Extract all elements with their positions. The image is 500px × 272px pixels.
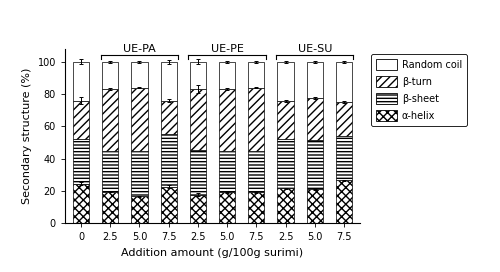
Bar	[160, 187, 176, 223]
Text: UE-SU: UE-SU	[298, 44, 332, 54]
Bar	[248, 62, 264, 88]
Bar	[336, 62, 352, 102]
Bar	[219, 89, 235, 150]
Bar	[190, 62, 206, 89]
Bar	[219, 150, 235, 192]
Bar	[336, 136, 352, 180]
Bar	[160, 62, 176, 101]
Bar	[73, 139, 89, 184]
Bar	[306, 189, 323, 223]
Text: UE-PE: UE-PE	[210, 44, 244, 54]
Legend: Random coil, β-turn, β-sheet, α-helix: Random coil, β-turn, β-sheet, α-helix	[371, 54, 467, 126]
Bar	[248, 192, 264, 223]
Bar	[160, 134, 176, 187]
Bar	[278, 188, 293, 223]
Bar	[102, 89, 118, 151]
Bar	[132, 196, 148, 223]
Bar	[190, 150, 206, 195]
Bar	[336, 180, 352, 223]
Bar	[278, 101, 293, 139]
Bar	[132, 62, 148, 88]
X-axis label: Addition amount (g/100g surimi): Addition amount (g/100g surimi)	[122, 248, 304, 258]
Bar	[102, 191, 118, 223]
Bar	[306, 140, 323, 189]
Y-axis label: Secondary structure (%): Secondary structure (%)	[22, 68, 32, 204]
Bar	[73, 184, 89, 223]
Bar	[190, 89, 206, 150]
Bar	[73, 62, 89, 101]
Bar	[73, 101, 89, 139]
Bar	[336, 102, 352, 136]
Bar	[190, 195, 206, 223]
Bar	[306, 62, 323, 98]
Bar	[278, 139, 293, 188]
Bar	[102, 62, 118, 89]
Bar	[132, 151, 148, 196]
Bar	[219, 62, 235, 89]
Bar	[132, 88, 148, 151]
Bar	[306, 98, 323, 140]
Bar	[248, 88, 264, 150]
Bar	[278, 62, 293, 101]
Bar	[219, 192, 235, 223]
Bar	[248, 150, 264, 192]
Text: UE-PA: UE-PA	[123, 44, 156, 54]
Bar	[160, 101, 176, 134]
Bar	[102, 151, 118, 191]
